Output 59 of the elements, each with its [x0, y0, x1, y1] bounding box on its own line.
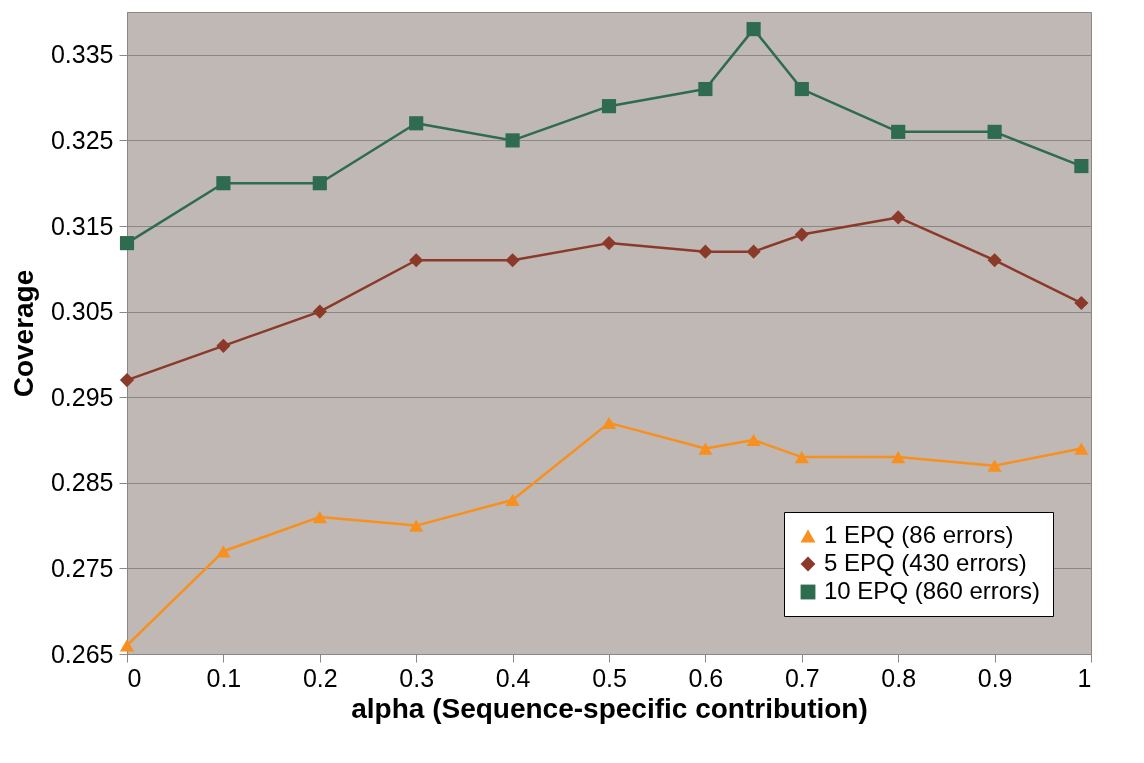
x-tick-label: 0.1 [206, 663, 242, 692]
point [601, 236, 617, 251]
legend-label: 10 EPQ (860 errors) [824, 577, 1041, 604]
y-axis-title: Coverage [7, 269, 39, 398]
point [987, 124, 1002, 139]
point [746, 433, 761, 447]
y-tick-label: 0.335 [50, 40, 114, 69]
point [891, 124, 906, 139]
point [505, 133, 520, 148]
legend-label: 5 EPQ (430 errors) [824, 549, 1027, 576]
point [216, 338, 231, 353]
point [794, 227, 809, 242]
point [505, 253, 520, 268]
point [794, 451, 809, 464]
legend-label: 1 EPQ (86 errors) [824, 521, 1014, 548]
y-tick-label: 0.265 [50, 639, 114, 668]
y-tick-label: 0.295 [50, 382, 114, 411]
y-tick-label: 0.305 [50, 297, 114, 326]
point [312, 510, 327, 524]
point [891, 210, 906, 225]
point [698, 81, 713, 97]
x-tick-label: 0.7 [784, 663, 820, 692]
x-tick-label: 0 [127, 663, 142, 692]
x-tick-label: 0.2 [302, 663, 338, 692]
point [312, 304, 327, 319]
point [601, 416, 617, 429]
y-tick-label: 0.275 [50, 553, 114, 582]
point [601, 99, 617, 114]
x-tick-label: 0.5 [592, 663, 627, 692]
point [119, 236, 135, 251]
y-tick-label: 0.325 [50, 125, 114, 154]
point [1074, 442, 1089, 455]
x-tick-label: 0.4 [495, 663, 531, 692]
point [891, 451, 906, 464]
y-tick-label: 0.285 [50, 468, 114, 497]
x-tick-label: 0.8 [881, 663, 917, 692]
point [987, 459, 1002, 472]
x-axis-title: alpha (Sequence-specific contribution) [351, 692, 868, 724]
point [409, 253, 424, 268]
point [505, 493, 520, 507]
point [409, 519, 424, 532]
point [409, 116, 424, 131]
x-tick-label: 0.9 [977, 663, 1013, 692]
point [216, 545, 231, 558]
x-tick-label: 0.3 [399, 663, 435, 692]
point [1074, 295, 1089, 311]
point [698, 442, 713, 455]
point [987, 253, 1002, 268]
point [1074, 159, 1089, 174]
point [312, 176, 327, 191]
point [698, 244, 713, 259]
point [119, 373, 135, 388]
x-tick-label: 1 [1077, 663, 1092, 692]
point [746, 22, 761, 37]
y-tick-label: 0.315 [50, 211, 114, 240]
point [794, 81, 809, 97]
point [746, 244, 761, 259]
x-tick-label: 0.6 [688, 663, 724, 692]
point [216, 176, 231, 191]
